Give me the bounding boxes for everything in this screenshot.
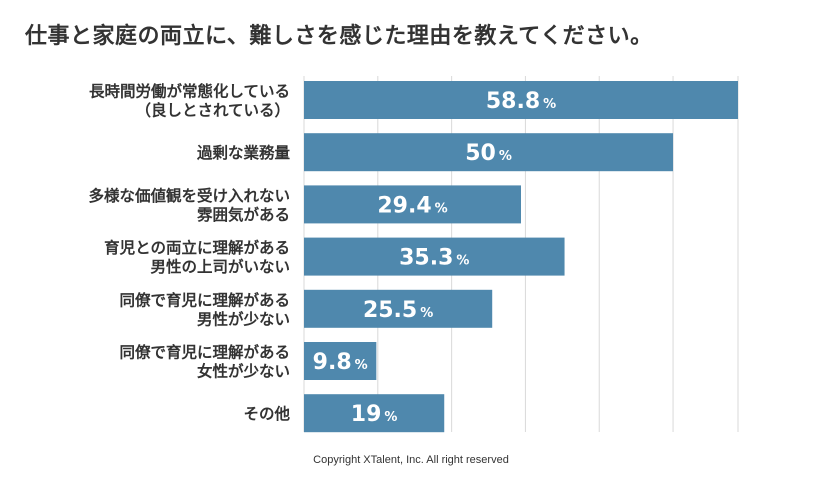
- value-label-3: 35.3%: [399, 246, 469, 271]
- value-label-2: 29.4%: [377, 193, 447, 218]
- bar-0: [304, 81, 738, 119]
- value-label-5: 9.8%: [313, 350, 368, 375]
- category-label-4-line-1: 男性が少ない: [197, 309, 290, 328]
- bar-6: [304, 394, 445, 433]
- bar-1: [304, 133, 674, 172]
- bar-2: [304, 185, 521, 224]
- category-label-3-line-1: 男性の上司がいない: [150, 257, 290, 276]
- bar-4: [304, 289, 493, 328]
- category-label-5-line-0: 同僚で育児に理解がある: [119, 343, 290, 362]
- category-label-6-line-0: その他: [243, 404, 290, 423]
- value-label-0: 58.8%: [486, 89, 556, 114]
- category-label-3-line-0: 育児との両立に理解がある: [104, 238, 290, 257]
- copyright-text: Copyright XTalent, Inc. All right reserv…: [313, 454, 509, 466]
- category-label-0-line-0: 長時間労働が常態化している: [89, 82, 290, 101]
- category-label-2-line-0: 多様な価値観を受け入れない: [88, 186, 290, 205]
- value-label-6: 19%: [351, 402, 398, 427]
- value-label-1: 50%: [465, 141, 512, 166]
- value-label-4: 25.5%: [363, 298, 433, 323]
- category-label-4-line-0: 同僚で育児に理解がある: [119, 290, 290, 309]
- category-label-2-line-1: 雰囲気がある: [197, 205, 290, 224]
- category-label-0-line-1: （良しとされている）: [135, 101, 290, 120]
- bar-3: [304, 237, 565, 276]
- bar-5: [304, 342, 377, 380]
- category-label-1-line-0: 過剰な業務量: [196, 143, 291, 162]
- category-label-5-line-1: 女性が少ない: [197, 362, 290, 381]
- chart-title: 仕事と家庭の両立に、難しさを感じた理由を教えてください。: [25, 24, 653, 49]
